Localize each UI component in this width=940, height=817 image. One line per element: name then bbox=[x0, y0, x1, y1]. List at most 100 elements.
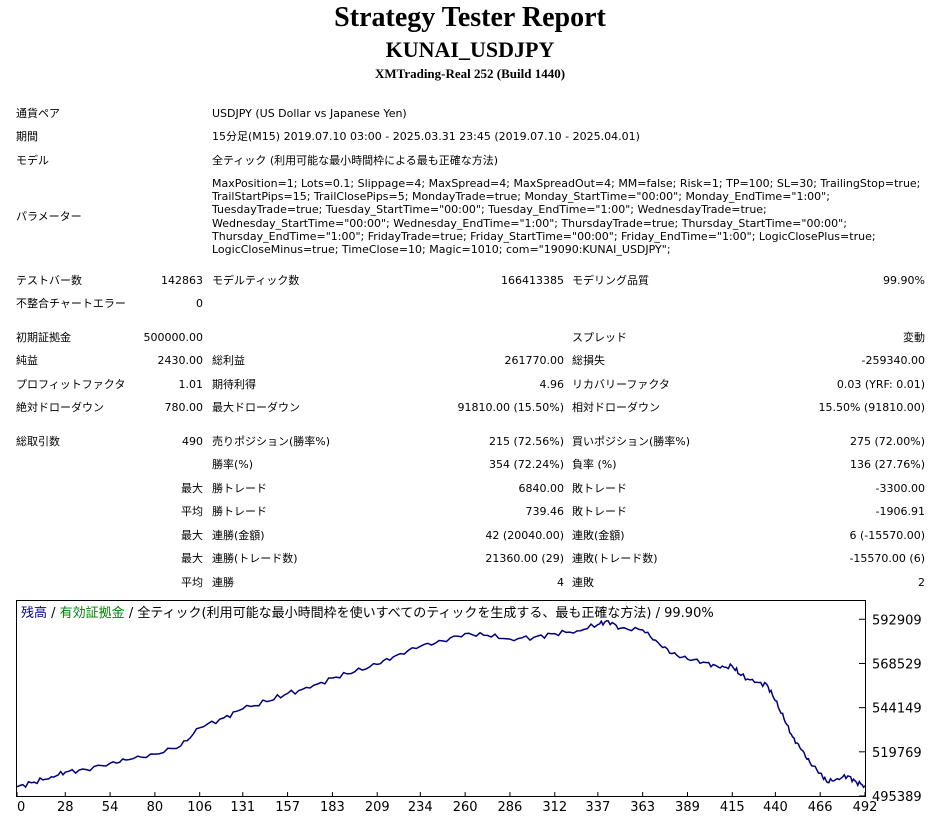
x-tick-label: 363 bbox=[630, 800, 655, 815]
y-tick-label: 519769 bbox=[872, 746, 922, 761]
largest-loss-label: 敗トレード bbox=[572, 482, 627, 495]
deposit-label: 初期証拠金 bbox=[16, 331, 71, 344]
profit-factor-label: プロフィットファクタ bbox=[16, 378, 126, 391]
x-tick-label: 389 bbox=[675, 800, 700, 815]
period-value: 15分足(M15) 2019.07.10 03:00 - 2025.03.31 … bbox=[212, 130, 640, 143]
x-tick-label: 234 bbox=[408, 800, 433, 815]
rel-drawdown-value: 15.50% (91810.00) bbox=[818, 401, 925, 414]
deposit-value: 500000.00 bbox=[143, 331, 204, 344]
max-consec-wins-value: 42 (20040.00) bbox=[485, 529, 564, 542]
max-consec-loss-amt-value: -15570.00 (6) bbox=[849, 552, 925, 565]
x-tick-label: 415 bbox=[720, 800, 745, 815]
period-label: 期間 bbox=[16, 130, 38, 143]
quality-value: 99.90% bbox=[883, 274, 925, 287]
x-tick-label: 440 bbox=[763, 800, 788, 815]
abs-drawdown-value: 780.00 bbox=[164, 401, 204, 414]
report-title: Strategy Tester Report bbox=[334, 2, 606, 33]
max-consec-losses-label: 連敗(金額) bbox=[572, 529, 625, 542]
params-value: MaxPosition=1; Lots=0.1; Slippage=4; Max… bbox=[212, 177, 921, 257]
gross-profit-label: 総利益 bbox=[212, 354, 245, 367]
x-tick-label: 157 bbox=[275, 800, 300, 815]
max-consec-wins-label: 連勝(金額) bbox=[212, 529, 265, 542]
x-tick-label: 337 bbox=[585, 800, 610, 815]
abs-drawdown-label: 絶対ドローダウン bbox=[16, 401, 104, 414]
long-positions-label: 買いポジション(勝率%) bbox=[572, 435, 691, 448]
y-tick-label: 568529 bbox=[872, 657, 922, 672]
pair-value: USDJPY (US Dollar vs Japanese Yen) bbox=[212, 107, 407, 120]
model-label: モデル bbox=[16, 154, 49, 167]
balance-line bbox=[16, 619, 866, 789]
max-consec-profit-value: 21360.00 (29) bbox=[485, 552, 564, 565]
x-tick-label: 286 bbox=[498, 800, 523, 815]
max-drawdown-value: 91810.00 (15.50%) bbox=[457, 401, 564, 414]
pair-label: 通貨ペア bbox=[16, 107, 60, 120]
x-tick-label: 312 bbox=[542, 800, 567, 815]
long-positions-value: 275 (72.00%) bbox=[849, 435, 925, 448]
x-tick-label: 260 bbox=[453, 800, 478, 815]
short-positions-value: 215 (72.56%) bbox=[488, 435, 564, 448]
report-subtitle: KUNAI_USDJPY bbox=[385, 37, 555, 62]
gross-loss-label: 総損失 bbox=[572, 354, 605, 367]
avg-consec-wins-label: 連勝 bbox=[212, 576, 234, 589]
recovery-factor-value: 0.03 (YRF: 0.01) bbox=[836, 378, 925, 391]
avg-label: 平均 bbox=[181, 576, 203, 589]
x-tick-label: 131 bbox=[230, 800, 255, 815]
y-axis: 495389 519769 544149 568529 592909 bbox=[859, 613, 922, 805]
x-tick-label: 466 bbox=[808, 800, 833, 815]
mismatch-label: 不整合チャートエラー bbox=[16, 297, 126, 310]
short-positions-label: 売りポジション(勝率%) bbox=[212, 435, 331, 448]
x-tick-label: 28 bbox=[57, 800, 74, 815]
net-profit-label: 純益 bbox=[16, 354, 38, 367]
series-group bbox=[16, 619, 866, 789]
balance-chart-frame bbox=[16, 600, 866, 797]
x-axis: 0 28 54 80 106 131 157 183 209 234 260 286 312 337 363… bbox=[16, 792, 878, 815]
avg-consec-losses-value: 2 bbox=[918, 576, 925, 589]
total-trades-value: 490 bbox=[182, 435, 203, 448]
spread-label: スプレッド bbox=[572, 331, 627, 344]
ticks-label: モデルティック数 bbox=[212, 274, 300, 287]
total-trades-label: 総取引数 bbox=[16, 435, 60, 448]
win-rate-label: 勝率(%) bbox=[212, 458, 254, 471]
expected-payoff-label: 期待利得 bbox=[212, 378, 256, 391]
y-tick-label: 592909 bbox=[872, 613, 922, 628]
gross-loss-value: -259340.00 bbox=[861, 354, 925, 367]
legend-equity: 有効証拠金 bbox=[60, 605, 125, 621]
bars-label: テストバー数 bbox=[16, 274, 82, 287]
broker-name: XMTrading-Real 252 (Build 1440) bbox=[374, 66, 566, 81]
avg-consec-losses-label: 連敗 bbox=[572, 576, 594, 589]
avg-win-value: 739.46 bbox=[525, 505, 565, 518]
recovery-factor-label: リカバリーファクタ bbox=[572, 378, 670, 391]
max-consec-losses-value: 6 (-15570.00) bbox=[849, 529, 925, 542]
rel-drawdown-label: 相対ドローダウン bbox=[572, 401, 660, 414]
max-drawdown-label: 最大ドローダウン bbox=[212, 401, 300, 414]
avg-win-label: 勝トレード bbox=[212, 505, 267, 518]
x-tick-label: 106 bbox=[187, 800, 212, 815]
ticks-value: 166413385 bbox=[501, 274, 564, 287]
avg-loss-value: -1906.91 bbox=[875, 505, 925, 518]
legend-separator: / bbox=[47, 606, 60, 621]
bars-value: 142863 bbox=[161, 274, 203, 287]
loss-rate-value: 136 (27.76%) bbox=[849, 458, 925, 471]
net-profit-value: 2430.00 bbox=[157, 354, 204, 367]
expected-payoff-value: 4.96 bbox=[539, 378, 565, 391]
legend-balance: 残高 bbox=[21, 605, 47, 621]
model-value: 全ティック (利用可能な最小時間枠による最も正確な方法) bbox=[212, 154, 499, 167]
avg-loss-label: 敗トレード bbox=[572, 505, 627, 518]
x-tick-label: 80 bbox=[147, 800, 164, 815]
largest-win-label: 勝トレード bbox=[212, 482, 267, 495]
max-label: 最大 bbox=[181, 552, 203, 565]
params-label: パラメーター bbox=[16, 210, 82, 223]
max-consec-profit-label: 連勝(トレード数) bbox=[212, 552, 298, 565]
max-label: 最大 bbox=[181, 529, 203, 542]
x-tick-label: 0 bbox=[17, 800, 25, 815]
spread-value: 変動 bbox=[903, 331, 925, 344]
legend-description: / 全ティック(利用可能な最小時間枠を使いすべてのティックを生成する、最も正確な… bbox=[125, 605, 714, 621]
avg-label: 平均 bbox=[181, 505, 203, 518]
x-tick-label: 492 bbox=[853, 800, 878, 815]
y-tick-label: 544149 bbox=[872, 702, 922, 717]
x-tick-label: 54 bbox=[102, 800, 119, 815]
quality-label: モデリング品質 bbox=[572, 274, 649, 287]
x-tick-label: 209 bbox=[365, 800, 390, 815]
max-consec-loss-amt-label: 連敗(トレード数) bbox=[572, 552, 658, 565]
